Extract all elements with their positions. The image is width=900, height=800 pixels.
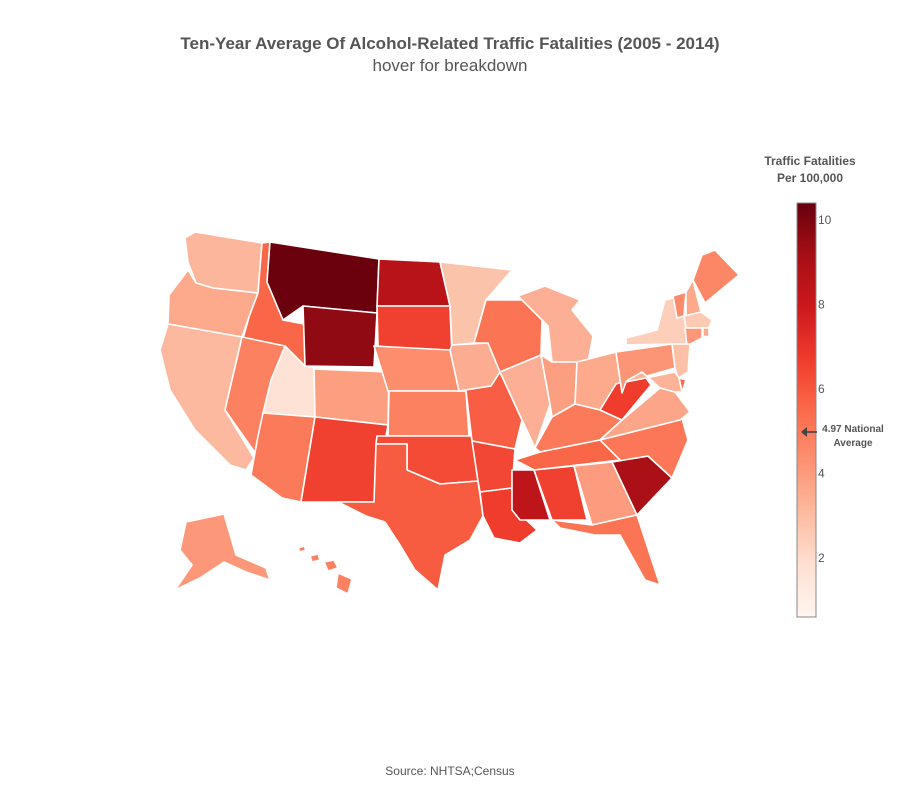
colorbar-title: Traffic Fatalities Per 100,000 (740, 153, 880, 187)
state-wy[interactable] (302, 305, 378, 368)
state-mi[interactable] (517, 285, 594, 363)
state-md[interactable] (625, 371, 683, 393)
colorbar-tick-label: 4 (818, 466, 825, 480)
state-ma[interactable] (683, 311, 713, 329)
annotation-label-line2: Average (833, 438, 873, 449)
colorbar-title-line1: Traffic Fatalities (764, 154, 856, 168)
state-hi[interactable] (297, 545, 353, 595)
state-ri[interactable] (702, 327, 710, 338)
state-nd[interactable] (376, 258, 451, 307)
colorbar-tick-label: 2 (818, 551, 825, 565)
state-ar[interactable] (471, 440, 516, 493)
state-ct[interactable] (684, 327, 703, 347)
colorbar-tick-label: 8 (818, 297, 825, 311)
annotation-label-line1: 4.97 National (822, 424, 884, 435)
state-ne[interactable] (373, 345, 460, 392)
state-fl[interactable] (551, 514, 661, 586)
chart-subtitle: hover for breakdown (372, 56, 528, 75)
state-ks[interactable] (387, 390, 470, 437)
state-al[interactable] (533, 465, 588, 521)
state-ms[interactable] (511, 469, 551, 521)
source-note: Source: NHTSA;Census (385, 764, 515, 778)
chart-title-block: Ten-Year Average Of Alcohol-Related Traf… (0, 33, 900, 77)
colorbar: 2 4 6 8 10 4.97 National Average (796, 202, 884, 618)
colorbar-tick-label: 6 (818, 382, 825, 396)
annotation-arrowhead (801, 427, 807, 437)
national-average-annotation: 4.97 National Average (801, 424, 884, 449)
colorbar-gradient (796, 202, 817, 618)
states-layer (159, 231, 740, 595)
state-nj[interactable] (671, 343, 691, 379)
state-me[interactable] (692, 249, 740, 304)
state-il[interactable] (499, 354, 551, 449)
colorbar-ticks: 2 4 6 8 10 (818, 213, 832, 565)
chart-title: Ten-Year Average Of Alcohol-Related Traf… (180, 34, 720, 53)
state-co[interactable] (313, 368, 390, 426)
state-pa[interactable] (615, 343, 676, 394)
state-mo[interactable] (458, 371, 523, 450)
colorbar-tick-label: 10 (818, 213, 832, 227)
colorbar-title-line2: Per 100,000 (776, 171, 844, 185)
state-tx[interactable] (337, 443, 484, 591)
state-ak[interactable] (174, 513, 271, 591)
